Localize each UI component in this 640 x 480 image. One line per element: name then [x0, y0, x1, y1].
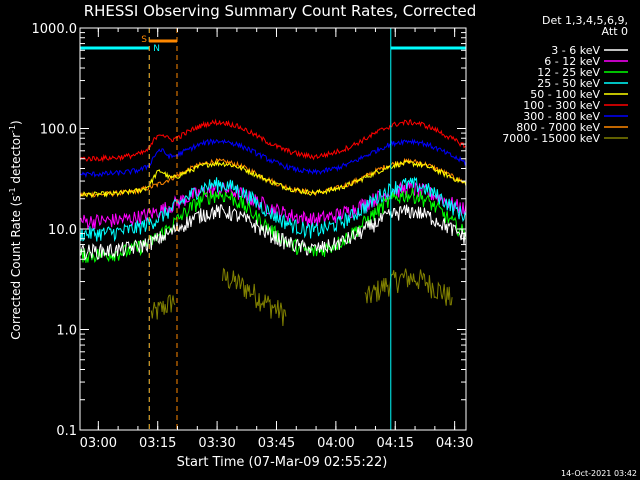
x-tick-label: 03:00	[80, 436, 117, 451]
series-50-100-kev-line	[79, 159, 467, 199]
series-7000-15000-kev-line-1	[150, 294, 176, 320]
y-axis-label-mid: detector	[9, 133, 23, 188]
y-tick-label: 0.1	[56, 424, 77, 439]
legend-label: 50 - 100 keV	[530, 88, 600, 101]
y-tick-label: 1000.0	[32, 22, 78, 37]
series-25-50-kev-line	[79, 176, 467, 243]
x-axis-label: Start Time (07-Mar-09 02:55:22)	[177, 455, 388, 470]
y-axis-label-sup1: -1	[8, 187, 17, 195]
series-3-6-kev-line	[79, 204, 467, 261]
x-tick-label: 03:30	[198, 436, 235, 451]
series-300-800-kev-line	[79, 138, 467, 179]
legend-header-line: Att 0	[602, 25, 628, 38]
series-100-300-kev-line	[79, 118, 467, 163]
series-7000-15000-kev-line-2	[222, 267, 287, 327]
x-tick-label: 04:00	[317, 436, 354, 451]
timestamp: 14-Oct-2021 03:42	[561, 469, 637, 478]
y-tick-label: 10.0	[48, 223, 77, 238]
legend-label: 7000 - 15000 keV	[502, 132, 600, 145]
x-tick-label: 04:15	[377, 436, 414, 451]
legend-label: 25 - 50 keV	[537, 77, 600, 90]
legend-label: 6 - 12 keV	[544, 55, 600, 68]
y-axis-label: Corrected Count Rate (s-1 detector-1)	[8, 120, 23, 339]
axes-layer: 1000.0 100.0 10.0 1.0 0.103:00 03:15 03:30 03:4…	[32, 22, 474, 451]
legend-label: 3 - 6 keV	[551, 44, 600, 57]
x-tick-label: 04:30	[436, 436, 473, 451]
saa-label: S	[141, 35, 147, 45]
y-axis-label-main: Corrected Count Rate (s	[9, 195, 23, 339]
legend-label: 100 - 300 keV	[523, 99, 600, 112]
night-label: N	[153, 44, 160, 54]
flags-layer: SN	[79, 28, 467, 430]
x-tick-label: 03:15	[139, 436, 176, 451]
legend-label: 300 - 800 keV	[523, 110, 600, 123]
chart-title: RHESSI Observing Summary Count Rates, Co…	[84, 2, 477, 20]
y-axis-label-sup2: -1	[8, 125, 17, 133]
y-axis-label-end: )	[9, 120, 23, 125]
y-tick-label: 1.0	[56, 324, 77, 339]
series-layer	[79, 118, 467, 327]
legend-label: 800 - 7000 keV	[516, 121, 600, 134]
legend-label: 12 - 25 keV	[537, 66, 600, 79]
x-tick-label: 03:45	[258, 436, 295, 451]
y-tick-label: 100.0	[40, 123, 77, 138]
series-7000-15000-kev-line-3	[364, 268, 453, 306]
legend-header-line: Det 1,3,4,5,6,9,	[542, 14, 628, 27]
